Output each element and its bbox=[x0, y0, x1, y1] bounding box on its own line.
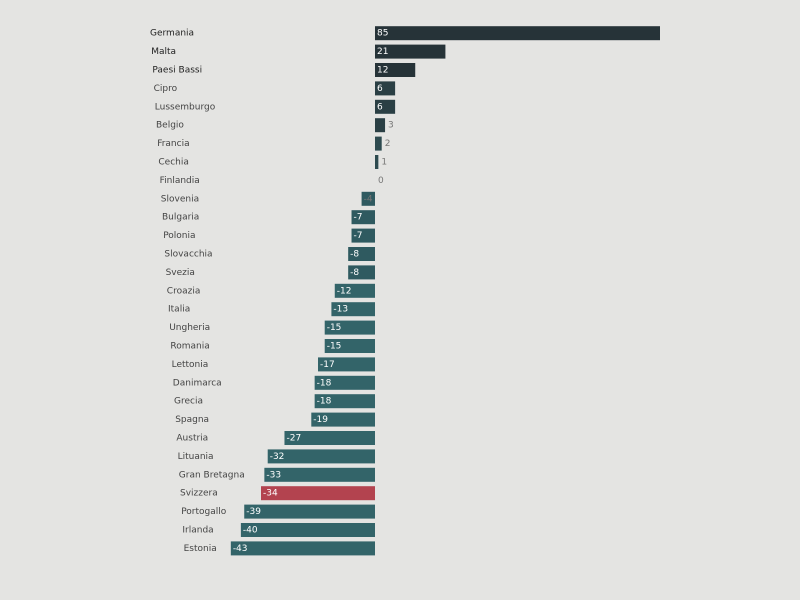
bar bbox=[351, 228, 375, 243]
bar bbox=[284, 431, 375, 445]
value-label: 6 bbox=[377, 84, 383, 94]
bar bbox=[375, 118, 386, 133]
bar bbox=[331, 302, 375, 317]
bar bbox=[230, 541, 375, 556]
bar bbox=[348, 247, 375, 261]
category-label: Gran Bretagna bbox=[179, 470, 245, 480]
category-label: Romania bbox=[170, 342, 209, 352]
value-label: -15 bbox=[327, 323, 342, 333]
category-label: Irlanda bbox=[182, 526, 213, 536]
category-label: Italia bbox=[168, 305, 190, 315]
bar bbox=[375, 81, 396, 96]
value-label: -32 bbox=[270, 452, 285, 462]
value-label: -8 bbox=[350, 268, 359, 278]
value-label: -13 bbox=[333, 305, 348, 315]
category-label: Paesi Bassi bbox=[152, 66, 202, 76]
category-label: Svezia bbox=[166, 268, 195, 278]
category-label: Estonia bbox=[184, 544, 217, 554]
bar bbox=[361, 191, 375, 206]
bar bbox=[264, 467, 375, 482]
category-label: Lussemburgo bbox=[155, 102, 216, 112]
value-label: -34 bbox=[263, 489, 278, 499]
category-label: Austria bbox=[176, 434, 208, 444]
bar bbox=[240, 523, 375, 537]
bar bbox=[267, 449, 375, 464]
bar bbox=[375, 63, 416, 77]
category-label: Slovacchia bbox=[164, 250, 212, 260]
bar bbox=[375, 155, 379, 169]
value-label: -17 bbox=[320, 360, 335, 370]
bar bbox=[351, 210, 375, 225]
category-label: Francia bbox=[157, 139, 189, 149]
category-label: Germania bbox=[150, 29, 194, 39]
bar bbox=[334, 283, 375, 298]
category-label: Malta bbox=[151, 47, 176, 57]
bar bbox=[375, 136, 382, 151]
bar bbox=[311, 412, 375, 427]
value-label: 85 bbox=[377, 29, 388, 39]
value-label: -18 bbox=[317, 397, 332, 407]
category-label: Cechia bbox=[158, 158, 189, 168]
bar bbox=[324, 339, 375, 353]
value-label: -27 bbox=[286, 434, 301, 444]
value-label: -19 bbox=[313, 415, 328, 425]
bar bbox=[375, 44, 446, 59]
category-label: Finlandia bbox=[160, 176, 200, 186]
bar bbox=[314, 375, 375, 390]
value-label: -8 bbox=[350, 250, 359, 260]
bar bbox=[261, 486, 375, 501]
value-label: -33 bbox=[266, 470, 281, 480]
value-label: -15 bbox=[327, 342, 342, 352]
category-label: Polonia bbox=[163, 231, 195, 241]
value-label: -4 bbox=[364, 194, 373, 204]
category-label: Portogallo bbox=[181, 507, 227, 517]
bar bbox=[244, 504, 375, 519]
category-label: Belgio bbox=[156, 121, 184, 131]
value-label: -12 bbox=[337, 286, 352, 296]
value-label: 12 bbox=[377, 66, 388, 76]
value-label: 21 bbox=[377, 47, 388, 57]
value-label: -40 bbox=[243, 526, 258, 536]
category-label: Bulgaria bbox=[162, 213, 199, 223]
category-label: Lituania bbox=[178, 452, 214, 462]
category-label: Danimarca bbox=[173, 378, 222, 388]
bar bbox=[375, 26, 660, 41]
value-label: 6 bbox=[377, 102, 383, 112]
value-label: 1 bbox=[381, 158, 387, 168]
value-label: 2 bbox=[385, 139, 391, 149]
bar bbox=[375, 99, 396, 114]
bar bbox=[318, 357, 375, 372]
value-label: -43 bbox=[233, 544, 248, 554]
bar bbox=[324, 320, 375, 335]
value-label: 0 bbox=[378, 176, 384, 186]
category-label: Lettonia bbox=[172, 360, 209, 370]
value-label: 3 bbox=[388, 121, 394, 131]
bar bbox=[314, 394, 375, 409]
category-label: Slovenia bbox=[161, 194, 199, 204]
value-label: -7 bbox=[354, 231, 363, 241]
category-label: Svizzera bbox=[180, 489, 218, 499]
category-label: Grecia bbox=[174, 397, 203, 407]
category-label: Ungheria bbox=[169, 323, 210, 333]
category-label: Spagna bbox=[175, 415, 209, 425]
value-label: -7 bbox=[354, 213, 363, 223]
category-label: Cipro bbox=[154, 84, 178, 94]
bar bbox=[348, 265, 375, 280]
value-label: -18 bbox=[317, 378, 332, 388]
category-label: Croazia bbox=[167, 286, 201, 296]
value-label: -39 bbox=[246, 507, 261, 517]
